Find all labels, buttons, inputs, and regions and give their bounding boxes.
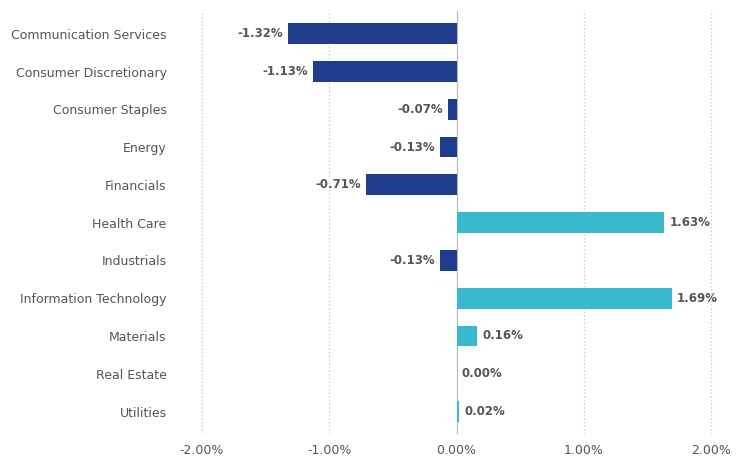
Text: 1.69%: 1.69% [677,292,718,305]
Text: -1.32%: -1.32% [238,27,283,40]
Bar [440,250,456,271]
Text: -0.07%: -0.07% [397,103,443,116]
Bar [313,61,456,82]
Bar [440,137,456,157]
Text: -0.13%: -0.13% [389,254,435,267]
Text: 0.02%: 0.02% [465,405,505,418]
Text: 0.00%: 0.00% [462,367,503,380]
Bar [289,23,456,44]
Bar [448,99,456,120]
Bar [456,326,477,346]
Bar [456,401,459,422]
Text: 1.63%: 1.63% [669,216,711,229]
Bar [367,175,456,195]
Text: -0.13%: -0.13% [389,140,435,154]
Text: -1.13%: -1.13% [262,65,307,78]
Bar [456,288,672,308]
Bar [456,212,664,233]
Text: -0.71%: -0.71% [316,178,361,191]
Text: 0.16%: 0.16% [482,329,523,343]
